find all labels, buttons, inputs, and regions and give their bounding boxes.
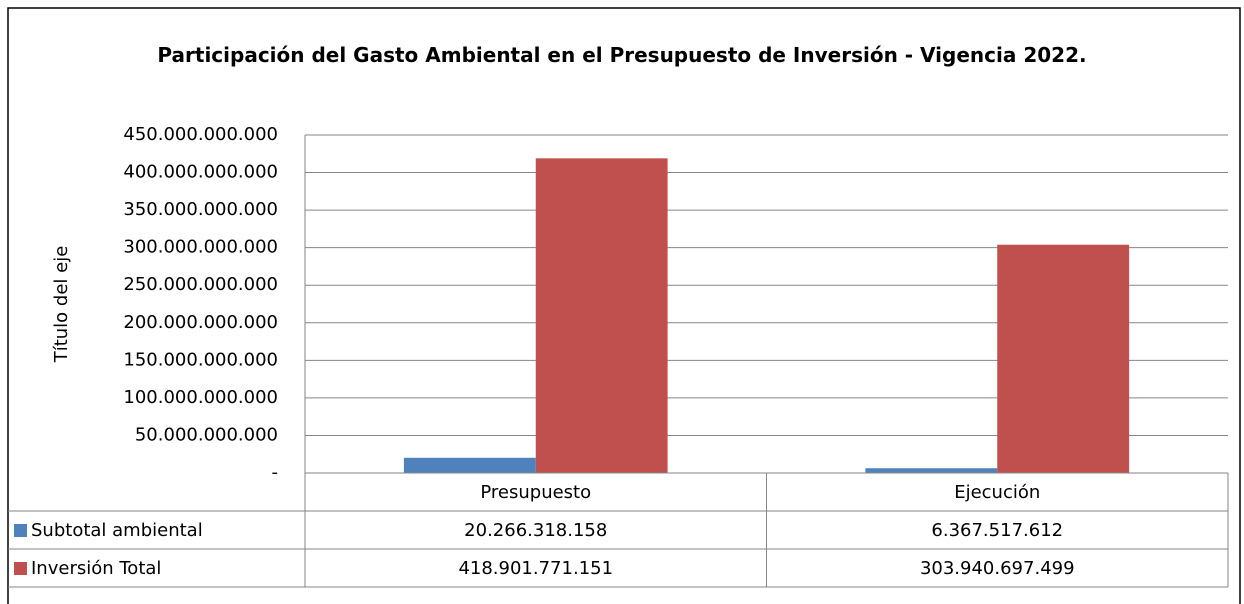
- data-label: 303.940.697.499: [920, 558, 1075, 579]
- data-label: 6.367.517.612: [931, 520, 1063, 541]
- bar: [865, 468, 998, 473]
- data-label: 20.266.318.158: [464, 520, 607, 541]
- x-tick-label: Ejecución: [954, 482, 1040, 503]
- y-tick-label: 450.000.000.000: [123, 124, 278, 145]
- bar: [403, 457, 536, 473]
- bar: [535, 158, 668, 474]
- y-tick-label: 200.000.000.000: [123, 312, 278, 333]
- y-tick-label: 100.000.000.000: [123, 387, 278, 408]
- legend-key: [14, 562, 27, 575]
- y-tick-label: -: [272, 462, 279, 483]
- chart-frame: [7, 7, 1241, 604]
- y-tick-label: 250.000.000.000: [123, 274, 278, 295]
- y-tick-label: 50.000.000.000: [135, 424, 278, 445]
- y-axis-label: Título del eje: [51, 246, 72, 364]
- data-label: 418.901.771.151: [458, 558, 613, 579]
- y-tick-label: 150.000.000.000: [123, 349, 278, 370]
- chart-title: Participación del Gasto Ambiental en el …: [157, 43, 1087, 67]
- legend-key: [14, 524, 27, 537]
- legend-label: Subtotal ambiental: [31, 520, 203, 541]
- y-tick-label: 300.000.000.000: [123, 237, 278, 258]
- bar: [997, 244, 1130, 473]
- legend-label: Inversión Total: [31, 558, 161, 579]
- y-tick-label: 400.000.000.000: [123, 162, 278, 183]
- x-tick-label: Presupuesto: [480, 482, 591, 503]
- y-tick-label: 350.000.000.000: [123, 199, 278, 220]
